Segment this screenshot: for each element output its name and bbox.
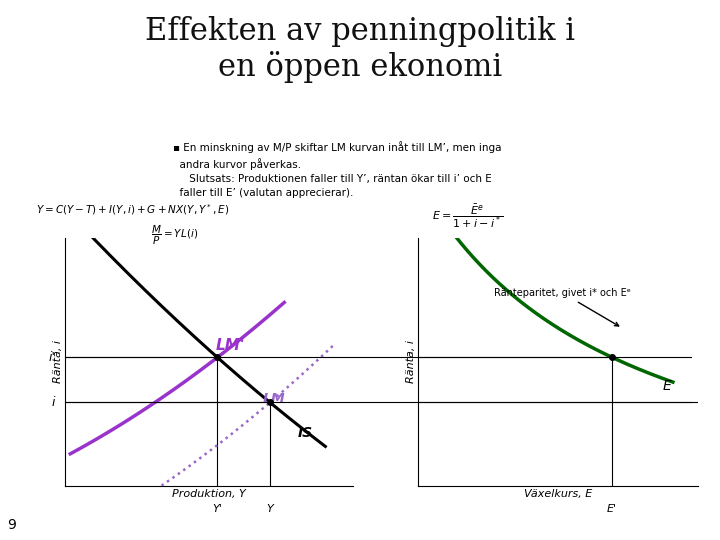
X-axis label: Växelkurs, E: Växelkurs, E — [524, 489, 592, 499]
X-axis label: Produktion, Y: Produktion, Y — [172, 489, 246, 499]
Text: $E = \dfrac{\bar{E}^e}{1+i-i^*}$: $E = \dfrac{\bar{E}^e}{1+i-i^*}$ — [432, 202, 503, 230]
Text: $\dfrac{M}{P} = YL(i)$: $\dfrac{M}{P} = YL(i)$ — [151, 224, 198, 247]
Text: Y': Y' — [212, 503, 222, 514]
Text: E': E' — [607, 503, 617, 514]
Text: Vad händer om
riksbanken minskar M/P?: Vad händer om riksbanken minskar M/P? — [18, 147, 171, 171]
Text: i': i' — [48, 351, 55, 364]
Text: LM: LM — [262, 392, 285, 406]
Text: Effekten av penningpolitik i
en öppen ekonomi: Effekten av penningpolitik i en öppen ek… — [145, 16, 575, 83]
Text: E: E — [662, 379, 672, 393]
Text: IS: IS — [298, 426, 313, 440]
Text: $Y = C(Y-T) + I(Y,i) + G + NX(Y,Y^*,E)$: $Y = C(Y-T) + I(Y,i) + G + NX(Y,Y^*,E)$ — [36, 202, 229, 217]
Text: Ränteparitet, givet i* och Eᵉ: Ränteparitet, givet i* och Eᵉ — [494, 288, 631, 326]
Text: 9: 9 — [7, 518, 16, 532]
Text: ▪ En minskning av M/P skiftar LM kurvan inåt till LM’, men inga
  andra kurvor p: ▪ En minskning av M/P skiftar LM kurvan … — [173, 141, 502, 198]
Text: i: i — [52, 396, 55, 409]
Text: LM': LM' — [216, 338, 245, 353]
Text: Y: Y — [266, 503, 274, 514]
Y-axis label: Ränta, i: Ränta, i — [406, 340, 416, 383]
Y-axis label: Ränta, i: Ränta, i — [53, 340, 63, 383]
